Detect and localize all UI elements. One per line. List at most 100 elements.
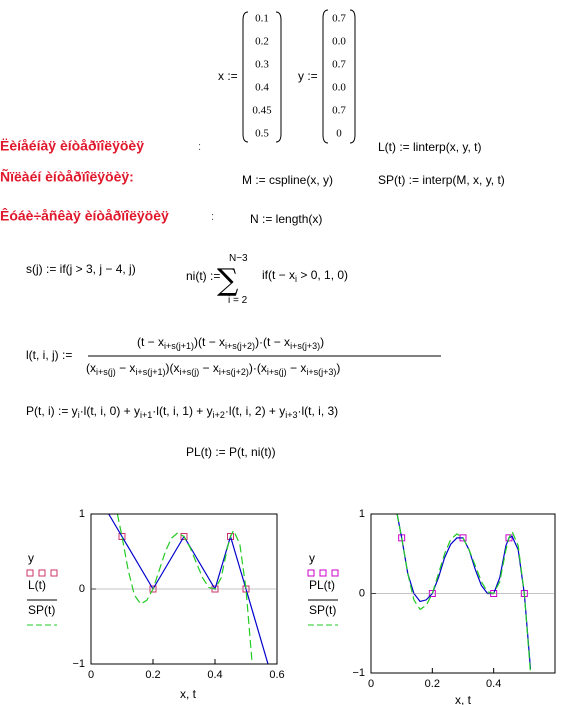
formula-part: − x: [287, 361, 307, 375]
formula-part: i = 2: [228, 295, 248, 306]
vector-element: 0.4: [255, 82, 269, 94]
formula-part: ·l(t, i, 0) + y: [80, 404, 140, 418]
x-tick-label: 0.4: [486, 678, 501, 690]
y-tick-label: 0: [359, 587, 365, 599]
series-line: [116, 514, 253, 664]
formula: if(t − xi > 0, 1, 0): [262, 268, 348, 284]
x-tick-label: 0.6: [269, 669, 284, 681]
formula: L(t) := linterp(x, y, t): [378, 140, 481, 154]
y-tick-label: −1: [72, 658, 85, 670]
vector-element: 0.0: [332, 82, 346, 94]
subscript: i+s(j+2): [225, 341, 255, 351]
matrix-bracket: [322, 9, 356, 144]
heading: Ñïëàéí èíòåðïîëÿöèÿ:: [0, 168, 134, 185]
formula-part: − x: [116, 361, 136, 375]
formula-part: )(x: [165, 361, 179, 375]
subscript: i+s(j+3): [290, 341, 320, 351]
formula-part: PL(t) := P(t, ni(t)): [186, 445, 276, 459]
legend-label: y: [28, 551, 34, 565]
formula-part: )·(x: [249, 361, 267, 375]
series-line: [108, 514, 269, 664]
vector-element: 0.3: [255, 59, 269, 71]
subscript: i+s(j+1): [135, 367, 165, 377]
point: [180, 533, 188, 540]
matrix-bracket: [242, 11, 282, 143]
point: [227, 533, 234, 540]
subscript: i+s(j): [179, 367, 199, 377]
formula: SP(t) := interp(M, x, y, t): [378, 173, 505, 187]
formula-part: ·l(t, i, 2) + y: [225, 404, 285, 418]
formula: M := cspline(x, y): [242, 173, 333, 187]
subscript: i+s(j+2): [219, 367, 249, 377]
vector-element: 0.7: [332, 105, 346, 117]
formula-part: P(t, i) := y: [26, 404, 78, 418]
subscript: i+1: [140, 410, 152, 420]
formula-part: L(t) := linterp(x, y, t): [378, 140, 481, 154]
formula: ∑: [217, 263, 239, 298]
legend-label: SP(t): [28, 603, 55, 617]
formula-part: (t − x: [137, 335, 164, 349]
subscript: i+s(j): [267, 367, 287, 377]
legend-swatch: [26, 569, 34, 577]
legend-swatch: [319, 569, 327, 577]
subscript: i+2: [213, 410, 225, 420]
y-tick-label: −1: [352, 667, 365, 679]
heading-colon: :: [198, 141, 201, 153]
formula-part: ·l(t, i, 1) + y: [152, 404, 212, 418]
series-line: [396, 514, 532, 673]
subscript: i+s(j+3): [306, 367, 336, 377]
vector-element: 0.7: [332, 13, 346, 25]
formula: P(t, i) := yi·l(t, i, 0) + yi+1·l(t, i, …: [26, 404, 338, 420]
formula-part: > 0, 1, 0): [297, 268, 348, 282]
subscript: i: [78, 410, 80, 420]
vector-element: 0.7: [332, 59, 346, 71]
formula-part: ni(t) :=: [186, 269, 220, 283]
subscript: i: [295, 274, 297, 284]
formula: ni(t) :=: [186, 269, 220, 283]
legend-label: L(t): [28, 578, 46, 592]
vector-element: 0.2: [255, 36, 269, 48]
formula: N−3: [229, 253, 248, 264]
x-tick-label: 0.4: [207, 669, 222, 681]
x-tick-label: 0: [368, 678, 374, 690]
formula-part: ): [336, 361, 340, 375]
legend-swatch: [50, 569, 58, 577]
formula-part: ): [320, 335, 324, 349]
formula-part: N−3: [229, 253, 248, 264]
formula-part: SP(t) := interp(M, x, y, t): [378, 173, 505, 187]
vector-element: 0.1: [255, 13, 269, 25]
heading-colon: :: [211, 211, 214, 223]
formula-part: N := length(x): [250, 212, 322, 226]
vector-name: x :=: [218, 69, 238, 83]
subscript: i+s(j+1): [164, 341, 194, 351]
formula-part: − x: [199, 361, 219, 375]
subscript: i+s(j): [96, 367, 116, 377]
x-tick-label: 0.2: [425, 678, 440, 690]
legend-swatch: [307, 569, 315, 577]
formula: (xi+s(j) − xi+s(j+1))(xi+s(j) − xi+s(j+2…: [86, 361, 340, 377]
formula-part: ∑: [217, 263, 239, 298]
legend-label: y: [309, 551, 315, 565]
formula: l(t, i, j) :=: [26, 348, 72, 362]
formula-part: )(t − x: [194, 335, 225, 349]
formula-part: M := cspline(x, y): [242, 173, 333, 187]
vector-element: 0.5: [255, 128, 269, 140]
vector-element: 0: [336, 128, 342, 140]
y-tick-label: 1: [359, 508, 365, 520]
series-line: [396, 514, 532, 670]
formula: N := length(x): [250, 212, 322, 226]
subscript: i+3: [285, 410, 297, 420]
heading: Ëèíåéíàÿ èíòåðïîëÿöèÿ: [0, 138, 144, 154]
point: [505, 534, 513, 542]
formula: PL(t) := P(t, ni(t)): [186, 445, 276, 459]
formula: (t − xi+s(j+1))(t − xi+s(j+2))·(t − xi+s…: [137, 335, 324, 351]
x-tick-label: 0: [88, 669, 94, 681]
formula-part: (x: [86, 361, 96, 375]
vector-element: 0.0: [332, 36, 346, 48]
formula-part: )·(t − x: [255, 335, 290, 349]
y-tick-label: 0: [79, 583, 85, 595]
formula: i = 2: [228, 295, 248, 306]
x-axis-label: x, t: [455, 693, 472, 705]
